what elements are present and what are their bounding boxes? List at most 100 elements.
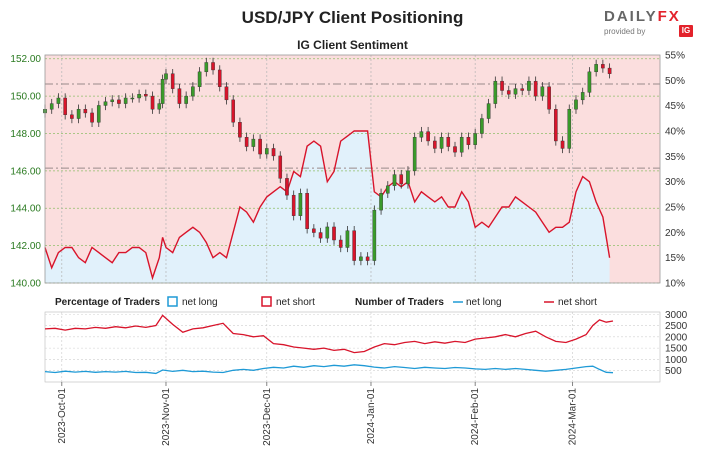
candle xyxy=(587,71,592,93)
candle xyxy=(231,99,235,123)
count-tick-label: 500 xyxy=(665,366,682,377)
count-tick-label: 1000 xyxy=(665,355,688,366)
candle xyxy=(184,95,188,104)
candle xyxy=(76,108,81,119)
candle xyxy=(433,140,437,149)
candle xyxy=(406,170,410,185)
count-tick-label: 2000 xyxy=(665,332,688,343)
chart-title: USD/JPY Client Positioning xyxy=(241,8,464,27)
candle xyxy=(352,230,356,261)
candle xyxy=(137,94,141,99)
legend-percent-long-swatch xyxy=(167,296,178,307)
bottom-frame xyxy=(44,311,661,383)
percent-tick-label: 40% xyxy=(665,127,685,138)
x-axis: 2023-Oct-01 2023-Nov-01 2023-Dec-01 2024-Ja… xyxy=(57,382,579,446)
dailyfx-logo: DAILYFX xyxy=(604,8,681,25)
candle xyxy=(325,226,330,239)
x-tick-label: 2023-Oct-01 xyxy=(57,388,68,444)
candle xyxy=(70,114,74,119)
legend-percent-short-swatch xyxy=(261,296,272,307)
candle xyxy=(285,178,289,196)
x-tick-label: 2024-Jan-01 xyxy=(366,388,377,445)
candle xyxy=(170,73,175,89)
candle xyxy=(446,137,451,147)
price-tick-label: 146.00 xyxy=(10,166,41,177)
candle xyxy=(500,80,504,91)
legend-percent-long-label: net long xyxy=(182,297,218,308)
percent-tick-label: 55% xyxy=(665,51,685,62)
candle xyxy=(473,133,477,145)
candle xyxy=(244,137,249,147)
percent-tick-label: 45% xyxy=(665,101,685,112)
candle xyxy=(601,64,605,69)
candle xyxy=(513,88,518,95)
x-tick-label: 2024-Mar-01 xyxy=(568,388,579,446)
candle xyxy=(217,69,222,87)
candle xyxy=(238,122,242,138)
candle xyxy=(265,148,269,155)
percent-tick-label: 35% xyxy=(665,152,685,163)
candle xyxy=(580,92,585,101)
net-short-count-line xyxy=(44,314,614,354)
candle xyxy=(117,99,121,104)
x-tick-label: 2023-Dec-01 xyxy=(262,388,273,446)
candle xyxy=(372,209,377,261)
candle xyxy=(224,86,229,101)
candle xyxy=(493,80,498,104)
brand-main: DAILY xyxy=(604,8,658,25)
price-tick-label: 150.00 xyxy=(10,92,41,103)
percent-tick-label: 10% xyxy=(665,279,685,290)
candle xyxy=(211,62,215,71)
net-long-count-line xyxy=(44,364,614,375)
candle xyxy=(338,239,343,248)
candle xyxy=(419,131,424,138)
candle xyxy=(547,86,551,110)
candle xyxy=(278,155,283,179)
candle xyxy=(271,148,276,157)
price-tick-label: 142.00 xyxy=(10,241,41,252)
percent-tick-label: 50% xyxy=(665,76,685,87)
candle xyxy=(204,62,209,73)
chart-subtitle: IG Client Sentiment xyxy=(297,38,408,52)
candle xyxy=(49,103,54,110)
price-tick-label: 148.00 xyxy=(10,129,41,140)
candle xyxy=(594,64,598,73)
candle xyxy=(191,86,195,97)
candle xyxy=(554,108,558,142)
main-frame xyxy=(44,54,661,284)
legend: Percentage of Traders net long net short… xyxy=(55,296,597,308)
percent-tick-label: 30% xyxy=(665,177,685,188)
brand-provided-by: provided by xyxy=(604,27,646,36)
candle xyxy=(459,137,464,153)
count-tick-label: 2500 xyxy=(665,321,688,332)
candle xyxy=(345,230,350,248)
candle xyxy=(520,88,525,91)
candle xyxy=(332,226,336,241)
candle xyxy=(365,256,370,261)
candle xyxy=(305,193,309,230)
candle xyxy=(506,90,511,95)
candle xyxy=(110,99,115,102)
percent-tick-label: 25% xyxy=(665,203,685,214)
candle xyxy=(90,112,94,123)
main-panel: 140.00 142.00 144.00 146.00 148.00 150.00 152.… xyxy=(10,51,685,290)
candle xyxy=(466,137,471,145)
candle xyxy=(177,88,182,104)
candle xyxy=(83,108,88,114)
candle xyxy=(560,140,565,149)
candle xyxy=(258,138,262,155)
legend-number-long-label: net long xyxy=(466,297,502,308)
legend-percentage-title: Percentage of Traders xyxy=(55,297,160,308)
candle xyxy=(157,103,162,110)
price-tick-label: 152.00 xyxy=(10,54,41,65)
candle xyxy=(150,95,155,110)
candle xyxy=(56,97,61,104)
candle xyxy=(160,79,165,104)
candle xyxy=(385,185,390,194)
candle xyxy=(359,256,363,261)
candle xyxy=(527,80,531,91)
percent-tick-label: 20% xyxy=(665,228,685,239)
candle xyxy=(197,71,202,87)
